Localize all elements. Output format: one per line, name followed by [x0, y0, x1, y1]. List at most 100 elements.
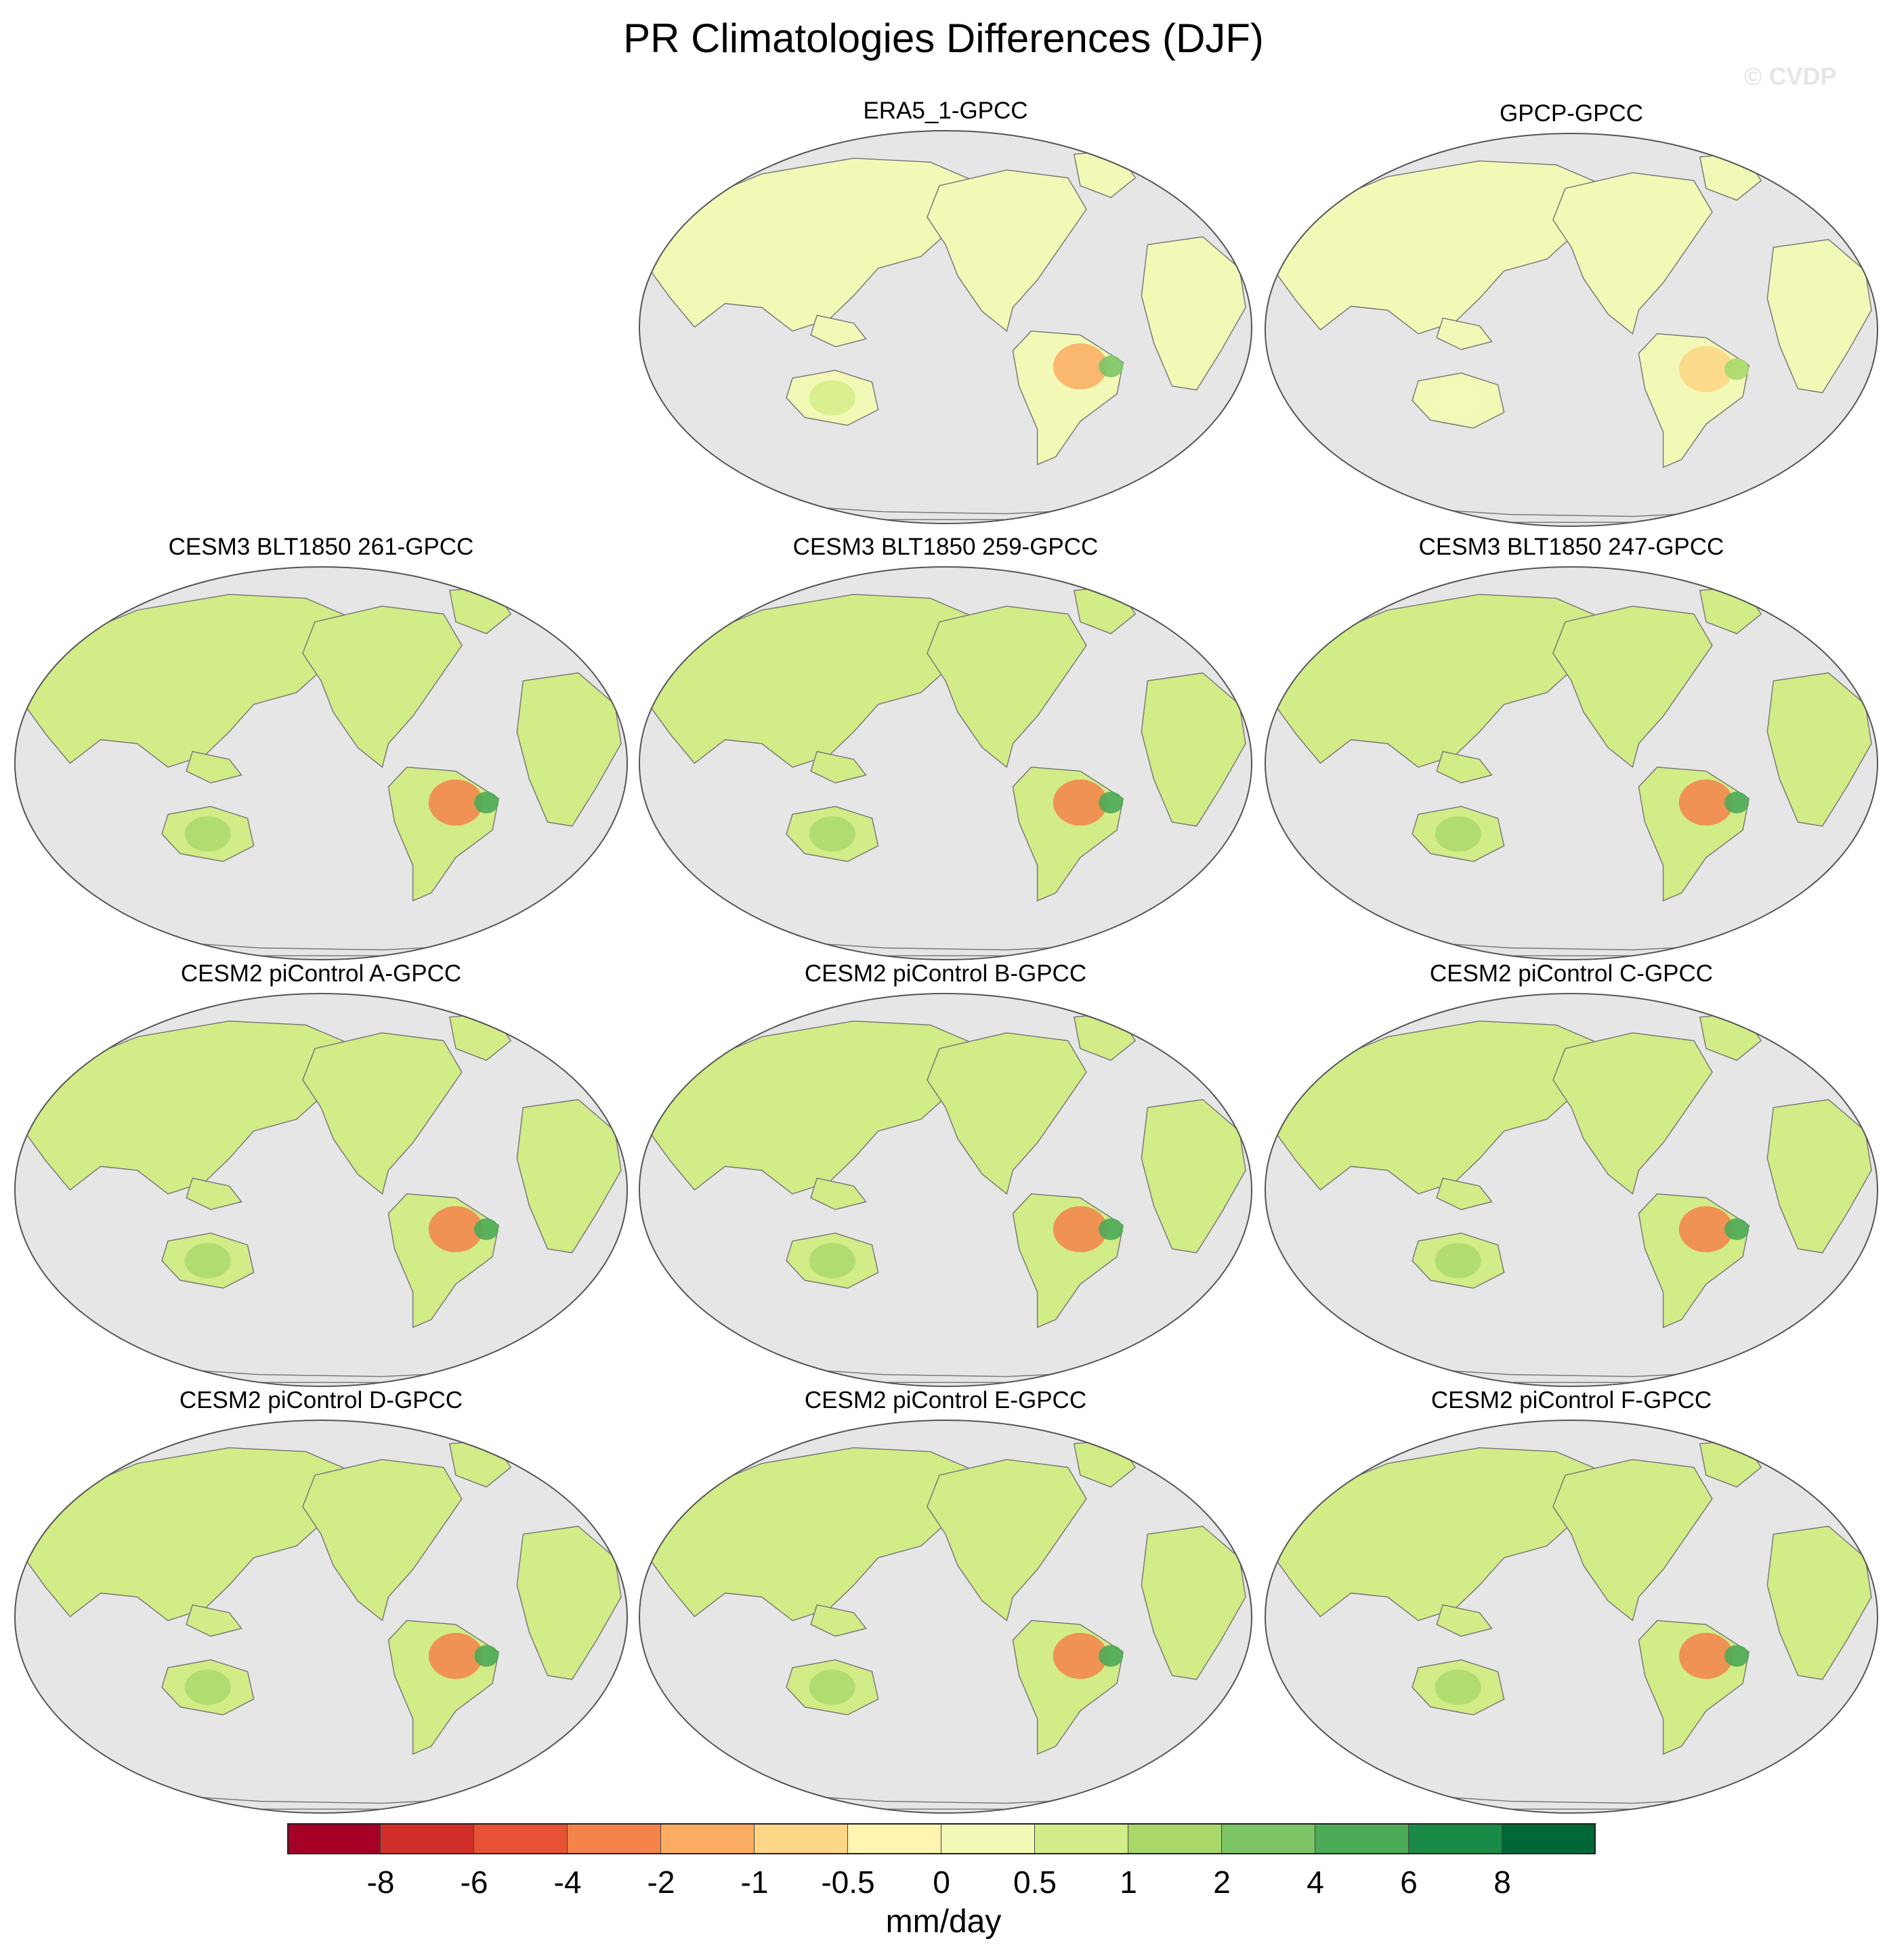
colorbar-tick-label: -8 — [366, 1865, 395, 1900]
world-map — [14, 566, 628, 960]
anomaly-region-ne-brazil — [1724, 1645, 1750, 1667]
panel-title: GPCP-GPCC — [1500, 100, 1643, 127]
panel-title: CESM3 BLT1850 259-GPCC — [792, 534, 1099, 560]
panel-title: CESM2 piControl A-GPCC — [180, 960, 462, 987]
world-map — [1265, 133, 1878, 527]
map-border — [639, 130, 1252, 524]
map-border — [14, 993, 628, 1387]
land-africa — [516, 1525, 622, 1680]
anomaly-region-ne-brazil — [1724, 358, 1750, 380]
colorbar-swatch — [1409, 1823, 1502, 1854]
anomaly-region-amazon — [1053, 1633, 1107, 1679]
anomaly-region-amazon — [1678, 1206, 1733, 1252]
anomaly-region-ne-brazil — [1099, 1218, 1124, 1240]
anomaly-region-ne-brazil — [474, 1645, 499, 1667]
world-map — [639, 993, 1252, 1387]
land-seasia — [810, 1177, 867, 1210]
panel-title: CESM3 BLT1850 261-GPCC — [168, 534, 474, 560]
colorbar-swatch — [1315, 1823, 1409, 1854]
colorbar — [287, 1823, 1596, 1854]
land-seasia — [186, 1177, 242, 1210]
anomaly-region-australia — [809, 816, 855, 852]
colorbar-swatch — [381, 1823, 474, 1854]
anomaly-region-australia — [184, 1243, 231, 1279]
land-eurasia — [645, 593, 983, 768]
colorbar-swatch — [661, 1823, 755, 1854]
land-seasia — [1436, 1604, 1493, 1637]
land-seasia — [1436, 1177, 1493, 1210]
colorbar-swatch — [755, 1823, 848, 1854]
land-seasia — [1436, 750, 1493, 784]
anomaly-region-ne-brazil — [1099, 792, 1124, 813]
colorbar-tick-label: -1 — [740, 1865, 769, 1900]
anomaly-region-ne-brazil — [1724, 1218, 1750, 1240]
land-eurasia — [645, 1020, 983, 1195]
anomaly-region-ne-brazil — [474, 1218, 499, 1240]
map-panel: CESM2 piControl C-GPCC — [1260, 960, 1883, 1394]
anomaly-region-amazon — [1678, 1633, 1733, 1679]
land-seasia — [1436, 317, 1493, 350]
land-eurasia — [645, 1447, 983, 1621]
colorbar-swatch — [287, 1823, 381, 1854]
panel-title: CESM3 BLT1850 247-GPCC — [1418, 534, 1724, 560]
world-map — [1265, 1420, 1878, 1814]
map-panel: CESM3 BLT1850 261-GPCC — [9, 534, 633, 967]
land-namerica — [927, 605, 1087, 769]
anomaly-region-amazon — [1053, 1206, 1107, 1252]
anomaly-region-ne-brazil — [1724, 792, 1750, 813]
land-eurasia — [1271, 593, 1609, 768]
land-africa — [1766, 238, 1872, 393]
colorbar-tick-label: 6 — [1400, 1865, 1418, 1900]
land-eurasia — [1271, 1447, 1609, 1621]
colorbar-swatch — [1222, 1823, 1315, 1854]
land-africa — [1141, 236, 1246, 391]
map-panel: CESM2 piControl F-GPCC — [1260, 1387, 1883, 1820]
land-seasia — [186, 750, 242, 784]
colorbar-swatch — [1035, 1823, 1128, 1854]
watermark-text: © CVDP — [1744, 62, 1837, 90]
colorbar-units: mm/day — [885, 1904, 1002, 1940]
map-panel: CESM2 piControl D-GPCC — [9, 1387, 633, 1820]
colorbar-tick-label: 0 — [933, 1865, 950, 1900]
colorbar-tick-label: 1 — [1120, 1865, 1137, 1900]
land-africa — [1766, 1525, 1872, 1680]
map-border — [639, 566, 1252, 960]
colorbar-swatch — [1128, 1823, 1222, 1854]
map-panel: CESM2 piControl E-GPCC — [634, 1387, 1257, 1820]
map-border — [14, 566, 628, 960]
anomaly-region-amazon — [1053, 343, 1107, 389]
panel-title: ERA5_1-GPCC — [863, 98, 1028, 124]
land-eurasia — [645, 157, 983, 332]
panel-title: CESM2 piControl E-GPCC — [804, 1387, 1087, 1413]
anomaly-region-australia — [184, 1669, 231, 1705]
anomaly-region-australia — [809, 1243, 855, 1279]
land-namerica — [302, 605, 463, 769]
land-africa — [516, 672, 622, 827]
land-seasia — [186, 1604, 242, 1637]
colorbar-tick-label: 4 — [1307, 1865, 1324, 1900]
map-border — [1265, 993, 1878, 1387]
land-namerica — [302, 1459, 463, 1622]
map-panel: ERA5_1-GPCC — [634, 98, 1257, 531]
land-namerica — [1552, 1459, 1713, 1622]
anomaly-region-australia — [1435, 1243, 1481, 1279]
map-border — [1265, 133, 1878, 527]
land-namerica — [1552, 1032, 1713, 1195]
anomaly-region-australia — [1435, 383, 1481, 419]
anomaly-region-amazon — [428, 1633, 483, 1679]
anomaly-region-australia — [1435, 1669, 1481, 1705]
land-seasia — [810, 314, 867, 347]
anomaly-region-australia — [809, 1669, 855, 1705]
land-eurasia — [1271, 160, 1609, 335]
map-panel: CESM2 piControl A-GPCC — [9, 960, 633, 1394]
land-namerica — [927, 1459, 1087, 1622]
panel-title: CESM2 piControl D-GPCC — [179, 1387, 463, 1413]
colorbar-tick-label: -2 — [647, 1865, 675, 1900]
anomaly-region-ne-brazil — [1099, 1645, 1124, 1667]
world-map — [14, 993, 628, 1387]
map-border — [639, 993, 1252, 1387]
world-map — [14, 1420, 628, 1814]
colorbar-tick-label: -0.5 — [821, 1865, 875, 1900]
land-namerica — [927, 169, 1087, 333]
anomaly-region-australia — [184, 816, 231, 852]
